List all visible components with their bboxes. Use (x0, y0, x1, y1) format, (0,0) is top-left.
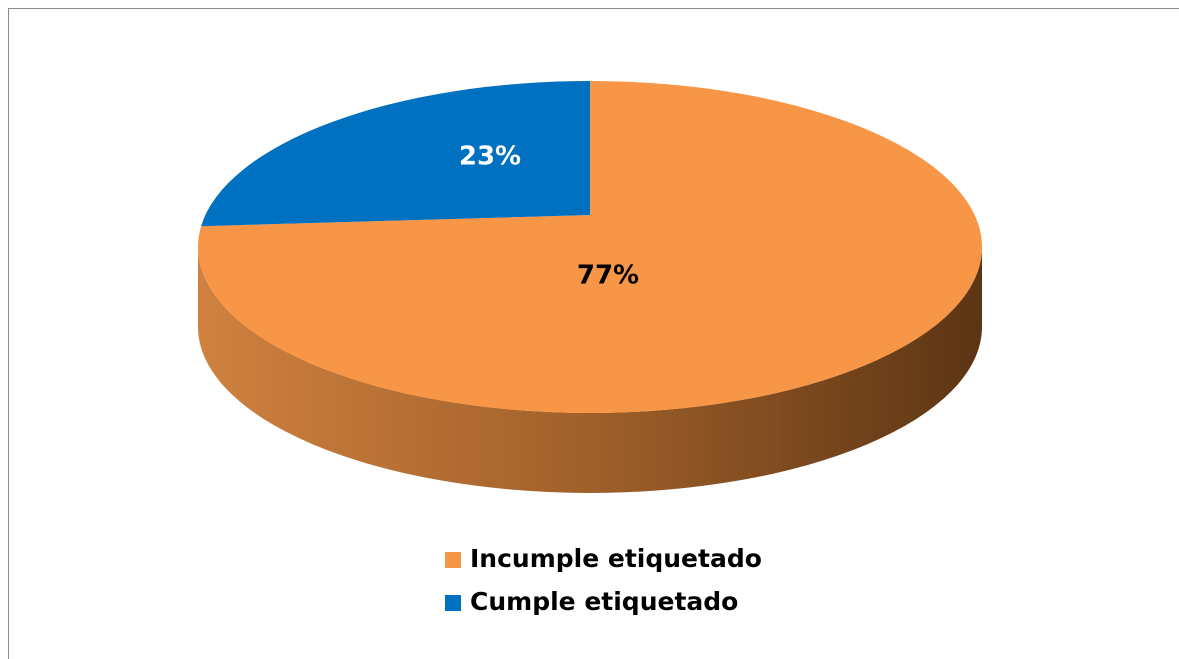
legend-label: Incumple etiquetado (470, 544, 762, 573)
slice (201, 81, 590, 227)
value-label: 23% (459, 142, 521, 172)
slice-side (198, 247, 982, 493)
legend-swatch (445, 595, 461, 611)
legend-label: Cumple etiquetado (470, 587, 738, 616)
value-label: 77% (577, 261, 639, 291)
legend-swatch (445, 552, 461, 568)
slice (197, 81, 982, 413)
